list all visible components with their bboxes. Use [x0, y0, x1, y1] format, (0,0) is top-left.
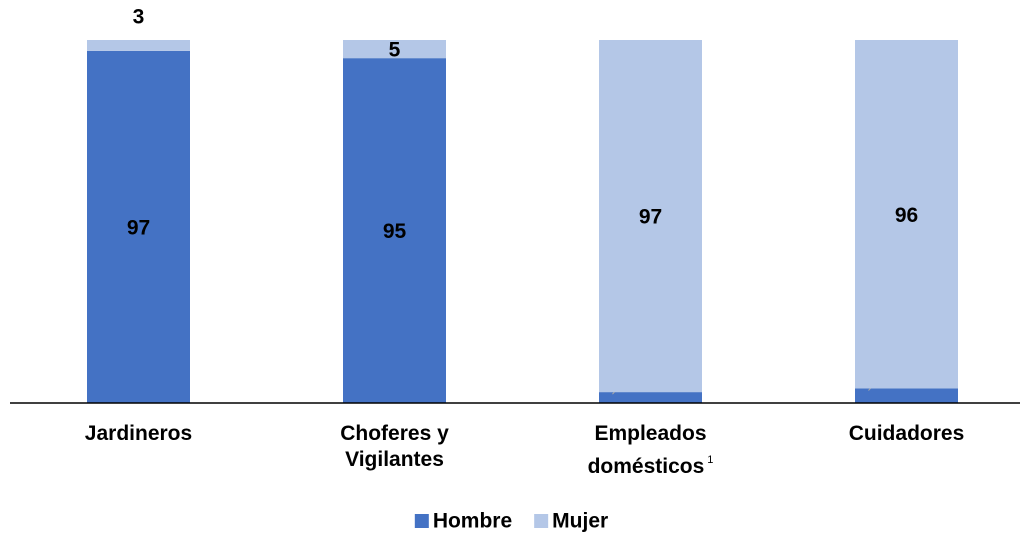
bar-segment	[855, 388, 958, 403]
bar-segment	[343, 58, 446, 404]
x-tick-label-box: Cuidadores	[817, 421, 997, 447]
category-text: Empleados domésticos	[587, 422, 707, 478]
legend-label: Hombre	[433, 510, 512, 533]
x-tick-label: Choferes y Vigilantes	[305, 421, 485, 473]
data-label: 97	[127, 216, 150, 239]
bar-segment	[343, 40, 446, 59]
x-tick-label: Empleados domésticos 1	[561, 421, 741, 480]
x-tick-label-box: Empleados domésticos 1	[561, 421, 741, 480]
footnote-mark: 1	[707, 454, 714, 466]
data-label: 3	[133, 6, 145, 29]
data-label: 5	[389, 39, 401, 62]
category-text: Cuidadores	[848, 422, 965, 445]
legend-swatch	[534, 514, 549, 528]
data-label: 97	[639, 206, 662, 229]
legend-label: Mujer	[552, 510, 608, 533]
x-tick-label: Jardineros	[49, 421, 229, 447]
x-tick-label-box: Jardineros	[49, 421, 229, 447]
category-text: Choferes y Vigilantes	[340, 422, 449, 471]
data-label: 95	[383, 220, 407, 243]
category-text: Jardineros	[84, 422, 193, 445]
legend: Hombre Mujer	[414, 510, 608, 533]
bar-segment	[87, 50, 190, 403]
bar-segment	[855, 40, 958, 389]
bar-segment	[599, 392, 702, 403]
x-tick-label-box: Choferes y Vigilantes	[305, 421, 485, 473]
x-tick-label: Cuidadores	[817, 421, 997, 447]
legend-swatch	[414, 514, 429, 528]
data-label: 96	[895, 204, 918, 227]
bar-segment	[87, 40, 190, 51]
bar-segment	[599, 40, 702, 393]
